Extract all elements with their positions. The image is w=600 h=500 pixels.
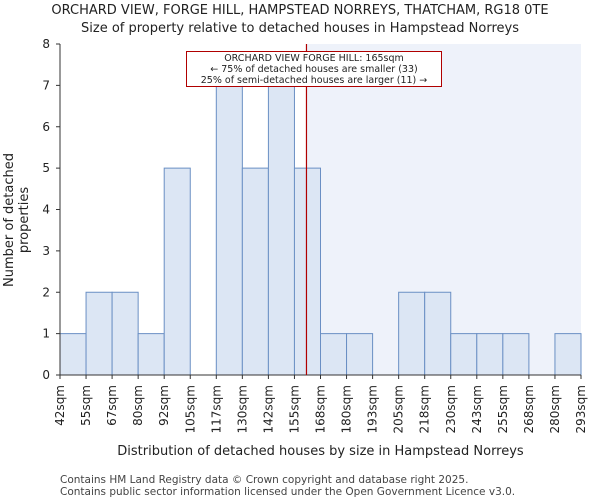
chart-title: ORCHARD VIEW, FORGE HILL, HAMPSTEAD NORR…: [51, 3, 549, 18]
histogram-bar: [476, 333, 504, 376]
histogram-bar: [59, 333, 87, 376]
histogram-bar: [163, 167, 191, 376]
histogram-bar: [424, 291, 452, 376]
chart-subtitle: Size of property relative to detached ho…: [81, 21, 519, 36]
y-tick-label: 0: [42, 368, 50, 382]
x-tick-label: 142sqm: [261, 385, 275, 433]
annotation-line-2: ← 75% of detached houses are smaller (33…: [210, 64, 418, 75]
y-tick-label: 3: [42, 244, 50, 258]
x-tick-label: 80sqm: [131, 385, 145, 426]
x-tick-label: 180sqm: [340, 385, 354, 433]
histogram-bar: [502, 333, 530, 376]
x-axis-label: Distribution of detached houses by size …: [117, 444, 524, 459]
histogram-bar: [554, 333, 582, 376]
x-tick-label: 168sqm: [314, 385, 328, 433]
x-tick-label: 42sqm: [53, 385, 67, 426]
x-tick-label: 280sqm: [548, 385, 562, 433]
x-tick-label: 105sqm: [183, 385, 197, 433]
x-tick-label: 92sqm: [157, 385, 171, 426]
y-tick-label: 2: [42, 285, 50, 299]
x-tick-label: 218sqm: [418, 385, 432, 433]
y-axis-label: Number of detached properties: [2, 153, 32, 287]
x-tick-label: 205sqm: [392, 385, 406, 433]
y-tick-label: 8: [42, 37, 50, 51]
x-tick-label: 293sqm: [574, 385, 588, 433]
y-tick-label: 7: [42, 78, 50, 92]
x-tick-label: 193sqm: [366, 385, 380, 433]
footer-copyright: Contains HM Land Registry data © Crown c…: [60, 474, 469, 486]
x-tick-label: 255sqm: [496, 385, 510, 433]
x-tick-label: 117sqm: [209, 385, 223, 433]
x-tick-label: 243sqm: [470, 385, 484, 433]
x-tick-label: 230sqm: [444, 385, 458, 433]
y-tick-label: 6: [42, 120, 50, 134]
histogram-bar: [111, 291, 139, 376]
histogram-bar: [241, 167, 269, 376]
histogram-bar: [450, 333, 478, 376]
y-tick-label: 5: [42, 161, 50, 175]
y-tick-label: 1: [42, 327, 50, 341]
histogram-bar: [320, 333, 348, 376]
histogram-bar: [85, 291, 113, 376]
annotation-line-3: 25% of semi-detached houses are larger (…: [200, 75, 428, 86]
histogram-bar: [346, 333, 374, 376]
y-tick-label: 4: [42, 203, 50, 217]
histogram-bar: [293, 167, 322, 376]
x-tick-label: 155sqm: [287, 385, 301, 433]
histogram-bar: [267, 84, 295, 376]
histogram-bar: [215, 84, 243, 376]
x-tick-label: 268sqm: [522, 385, 536, 433]
property-annotation-box: ORCHARD VIEW FORGE HILL: 165sqm ← 75% of…: [186, 51, 442, 87]
histogram-bar: [137, 333, 165, 376]
footer-licence: Contains public sector information licen…: [60, 486, 516, 498]
histogram-bar: [398, 291, 426, 376]
x-tick-label: 67sqm: [105, 385, 119, 426]
x-tick-label: 55sqm: [79, 385, 93, 426]
annotation-line-1: ORCHARD VIEW FORGE HILL: 165sqm: [224, 53, 404, 64]
x-tick-label: 130sqm: [235, 385, 249, 433]
